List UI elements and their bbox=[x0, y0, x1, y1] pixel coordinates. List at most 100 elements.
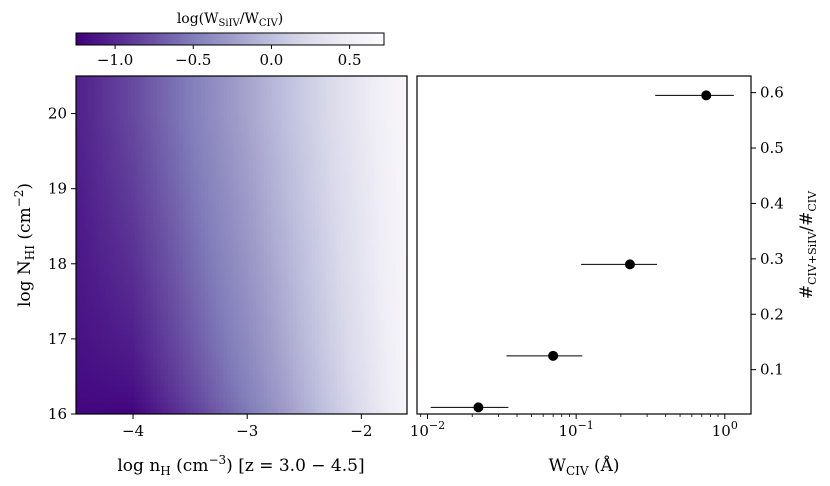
heatmap-cell bbox=[204, 137, 209, 145]
heatmap-cell bbox=[193, 290, 198, 297]
heatmap-cell bbox=[285, 380, 290, 387]
heatmap-cell bbox=[123, 357, 129, 364]
heatmap-cell bbox=[307, 199, 312, 207]
heatmap-cell bbox=[112, 402, 118, 409]
heatmap-cell bbox=[153, 290, 158, 297]
heatmap-cell bbox=[112, 104, 118, 111]
heatmap-cell bbox=[83, 121, 88, 128]
heatmap-cell bbox=[219, 261, 224, 269]
heatmap-cell bbox=[112, 346, 118, 353]
heatmap-cell bbox=[263, 137, 268, 145]
heatmap-cell bbox=[164, 228, 169, 235]
heatmap-cell bbox=[112, 216, 118, 224]
heatmap-cell bbox=[112, 368, 118, 376]
heatmap-cell bbox=[156, 284, 162, 291]
heatmap-cell bbox=[101, 273, 107, 280]
heatmap-cell bbox=[362, 211, 368, 218]
heatmap-cell bbox=[171, 211, 176, 218]
heatmap-cell bbox=[370, 216, 375, 224]
heatmap-cell bbox=[190, 233, 195, 240]
heatmap-cell bbox=[329, 109, 335, 117]
heatmap-cell bbox=[381, 239, 386, 246]
heatmap-cell bbox=[145, 121, 151, 128]
heatmap-cell bbox=[337, 340, 342, 347]
heatmap-cell bbox=[94, 335, 99, 342]
heatmap-cell bbox=[292, 132, 298, 139]
heatmap-cell bbox=[230, 346, 235, 353]
heatmap-cell bbox=[142, 352, 147, 359]
heatmap-cell bbox=[123, 154, 129, 162]
heatmap-cell bbox=[83, 374, 88, 381]
heatmap-cell bbox=[304, 183, 309, 190]
heatmap-cell bbox=[175, 143, 180, 150]
heatmap-cell bbox=[355, 301, 360, 308]
heatmap-cell bbox=[204, 205, 209, 212]
heatmap-cell bbox=[377, 267, 382, 274]
heatmap-cell bbox=[101, 323, 107, 331]
heatmap-cell bbox=[175, 222, 180, 229]
heatmap-cell bbox=[370, 199, 375, 207]
heatmap-cell bbox=[252, 143, 257, 150]
heatmap-cell bbox=[219, 295, 224, 302]
heatmap-cell bbox=[237, 154, 243, 162]
heatmap-cell bbox=[127, 137, 132, 145]
heatmap-cell bbox=[237, 132, 243, 139]
heatmap-cell bbox=[160, 329, 165, 336]
heatmap-cell bbox=[178, 188, 184, 195]
heatmap-cell bbox=[362, 397, 368, 404]
heatmap-cell bbox=[219, 312, 224, 319]
heatmap-cell bbox=[167, 329, 173, 336]
heatmap-cell bbox=[98, 363, 103, 370]
heatmap-cell bbox=[355, 374, 360, 381]
heatmap-cell bbox=[101, 267, 107, 274]
heatmap-cell bbox=[289, 323, 294, 331]
heatmap-cell bbox=[105, 323, 110, 331]
heatmap-cell bbox=[281, 402, 287, 409]
heatmap-cell bbox=[105, 160, 110, 167]
heatmap-cell bbox=[175, 335, 180, 342]
heatmap-cell bbox=[226, 199, 232, 207]
heatmap-cell bbox=[94, 239, 99, 246]
heatmap-cell bbox=[215, 245, 221, 252]
heatmap-cell bbox=[215, 115, 221, 122]
heatmap-cell bbox=[112, 222, 118, 229]
heatmap-cell bbox=[377, 380, 382, 387]
heatmap-cell bbox=[171, 98, 176, 105]
heatmap-cell bbox=[116, 250, 121, 257]
heatmap-cell bbox=[366, 154, 371, 162]
heatmap-cell bbox=[278, 374, 283, 381]
heatmap-cell bbox=[300, 256, 305, 263]
heatmap-cell bbox=[182, 295, 187, 302]
heatmap-cell bbox=[281, 250, 287, 257]
heatmap-cell bbox=[362, 239, 368, 246]
heatmap-cell bbox=[344, 149, 349, 156]
heatmap-cell bbox=[359, 115, 364, 122]
heatmap-cell bbox=[94, 267, 99, 274]
heatmap-cell bbox=[388, 154, 393, 162]
heatmap-cell bbox=[377, 104, 382, 111]
heatmap-cell bbox=[178, 132, 184, 139]
heatmap-cell bbox=[256, 368, 261, 376]
heatmap-cell bbox=[142, 329, 147, 336]
heatmap-cell bbox=[105, 216, 110, 224]
heatmap-cell bbox=[311, 104, 316, 111]
heatmap-cell bbox=[388, 160, 393, 167]
heatmap-cell bbox=[292, 183, 298, 190]
heatmap-cell bbox=[245, 154, 250, 162]
heatmap-cell bbox=[131, 312, 136, 319]
heatmap-cell bbox=[256, 284, 261, 291]
heatmap-cell bbox=[87, 329, 92, 336]
heatmap-cell bbox=[256, 109, 261, 117]
heatmap-cell bbox=[315, 256, 320, 263]
heatmap-cell bbox=[186, 216, 191, 224]
heatmap-cell bbox=[175, 340, 180, 347]
heatmap-cell bbox=[131, 380, 136, 387]
heatmap-cell bbox=[270, 329, 276, 336]
heatmap-cell bbox=[134, 194, 140, 201]
heatmap-cell bbox=[94, 380, 99, 387]
heatmap-cell bbox=[292, 301, 298, 308]
heatmap-cell bbox=[245, 222, 250, 229]
heatmap-cell bbox=[252, 137, 257, 145]
heatmap-cell bbox=[223, 188, 228, 195]
heatmap-cell bbox=[223, 137, 228, 145]
